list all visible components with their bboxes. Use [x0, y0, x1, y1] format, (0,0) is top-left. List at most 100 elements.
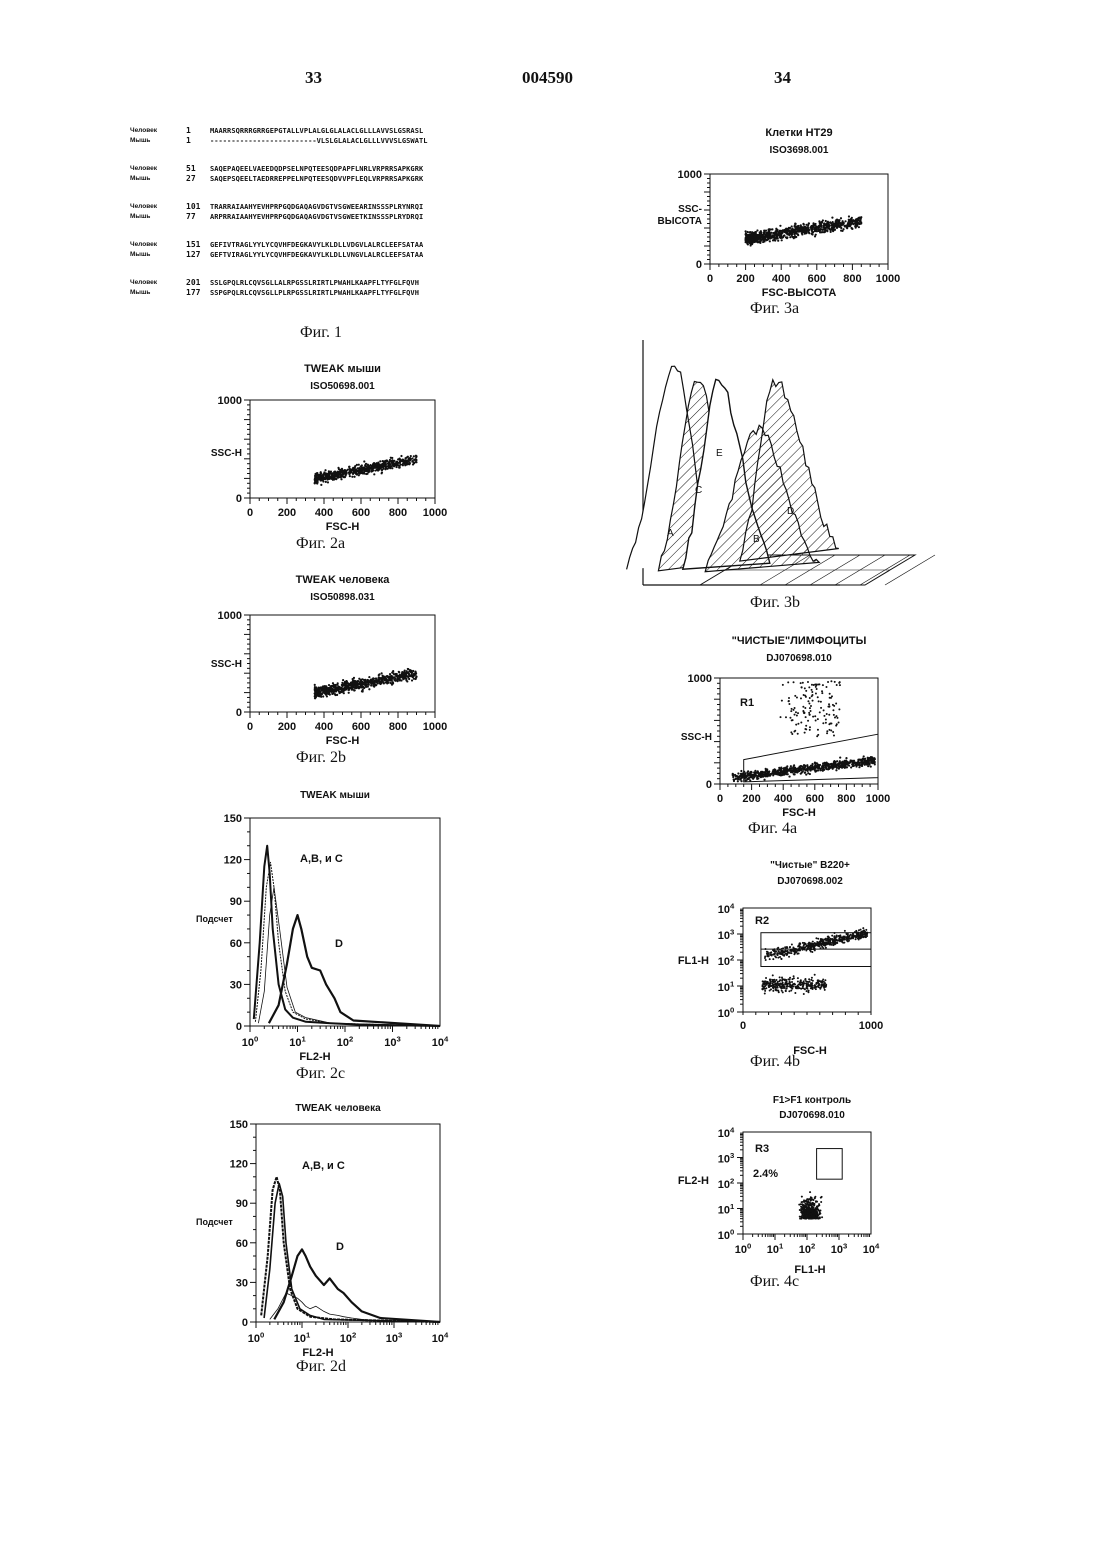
data-point [782, 986, 784, 988]
data-point [765, 769, 767, 771]
data-point [766, 775, 768, 777]
data-point [827, 764, 829, 766]
data-point [778, 767, 780, 769]
fig4c-label: Фиг. 4с [750, 1273, 799, 1291]
data-point [412, 675, 414, 677]
data-point [789, 717, 791, 719]
data-point [411, 679, 413, 681]
data-point [353, 685, 355, 687]
data-point [854, 935, 856, 937]
data-point [782, 991, 784, 993]
data-point [371, 468, 373, 470]
data-point [819, 988, 821, 990]
data-point [789, 977, 791, 979]
data-point [808, 978, 810, 980]
data-point [774, 771, 776, 773]
data-point [814, 766, 816, 768]
region-label: R2 [755, 915, 769, 927]
data-point [399, 459, 401, 461]
data-point [805, 716, 807, 718]
data-point [837, 940, 839, 942]
data-point [863, 929, 865, 931]
data-point [832, 227, 834, 229]
data-point [858, 764, 860, 766]
page-number-left: 33 [305, 68, 322, 88]
data-point [368, 680, 370, 682]
data-point [364, 681, 366, 683]
x-tick-label: 800 [389, 507, 407, 519]
data-point [364, 464, 366, 466]
data-point [842, 223, 844, 225]
data-point [817, 684, 819, 686]
residue-number: 177 [186, 288, 210, 298]
data-point [415, 456, 417, 458]
y-tick-label: 1000 [218, 395, 242, 407]
data-point [833, 734, 835, 736]
data-point [868, 763, 870, 765]
data-point [827, 936, 829, 938]
plot-frame [256, 1124, 440, 1322]
data-point [793, 975, 795, 977]
data-point [814, 683, 816, 685]
data-point [321, 693, 323, 695]
x-tick-label: 0 [247, 507, 253, 519]
data-point [817, 734, 819, 736]
x-tick-label: 103 [386, 1331, 403, 1345]
data-point [355, 681, 357, 683]
data-point [811, 951, 813, 953]
data-point [353, 476, 355, 478]
data-point [801, 1212, 803, 1214]
y-tick-label: 100 [718, 1228, 735, 1242]
data-point [819, 221, 821, 223]
data-point [820, 226, 822, 228]
data-point [320, 471, 322, 473]
data-point [815, 985, 817, 987]
data-point [802, 985, 804, 987]
data-point [863, 755, 865, 757]
y-axis-label: ВЫСОТА [658, 216, 702, 227]
data-point [354, 689, 356, 691]
data-point [769, 240, 771, 242]
data-point [817, 938, 819, 940]
data-point [803, 1208, 805, 1210]
data-point [795, 768, 797, 770]
data-point [365, 686, 367, 688]
data-point [318, 693, 320, 695]
data-point [812, 1210, 814, 1212]
data-point [830, 723, 832, 725]
data-point [772, 980, 774, 982]
data-point [812, 980, 814, 982]
species-label: Мышь [130, 250, 186, 260]
data-point [759, 240, 761, 242]
data-point [850, 227, 852, 229]
data-point [817, 764, 819, 766]
data-point [805, 728, 807, 730]
data-point [848, 215, 850, 217]
data-point [346, 681, 348, 683]
data-point [775, 956, 777, 958]
sequence-row: Мышь77ARPRRAIAAHYEVHPRPGQDGAQAGVDGTVSGWE… [130, 212, 540, 222]
data-point [778, 231, 780, 233]
data-point [338, 471, 340, 473]
data-point [821, 1216, 823, 1218]
data-point [786, 231, 788, 233]
data-point [816, 1208, 818, 1210]
data-point [377, 469, 379, 471]
data-point [830, 729, 832, 731]
data-point [413, 461, 415, 463]
data-point [804, 227, 806, 229]
data-point [381, 472, 383, 474]
data-point [788, 697, 790, 699]
data-point [375, 684, 377, 686]
data-point [802, 1201, 804, 1203]
data-point [377, 463, 379, 465]
data-point [814, 945, 816, 947]
histogram-series-line [258, 887, 440, 1026]
data-point [352, 472, 354, 474]
data-point [811, 984, 813, 986]
data-point [805, 773, 807, 775]
data-point [810, 987, 812, 989]
data-point [828, 714, 830, 716]
fig4b-label: Фиг. 4b [750, 1053, 800, 1071]
data-point [779, 983, 781, 985]
